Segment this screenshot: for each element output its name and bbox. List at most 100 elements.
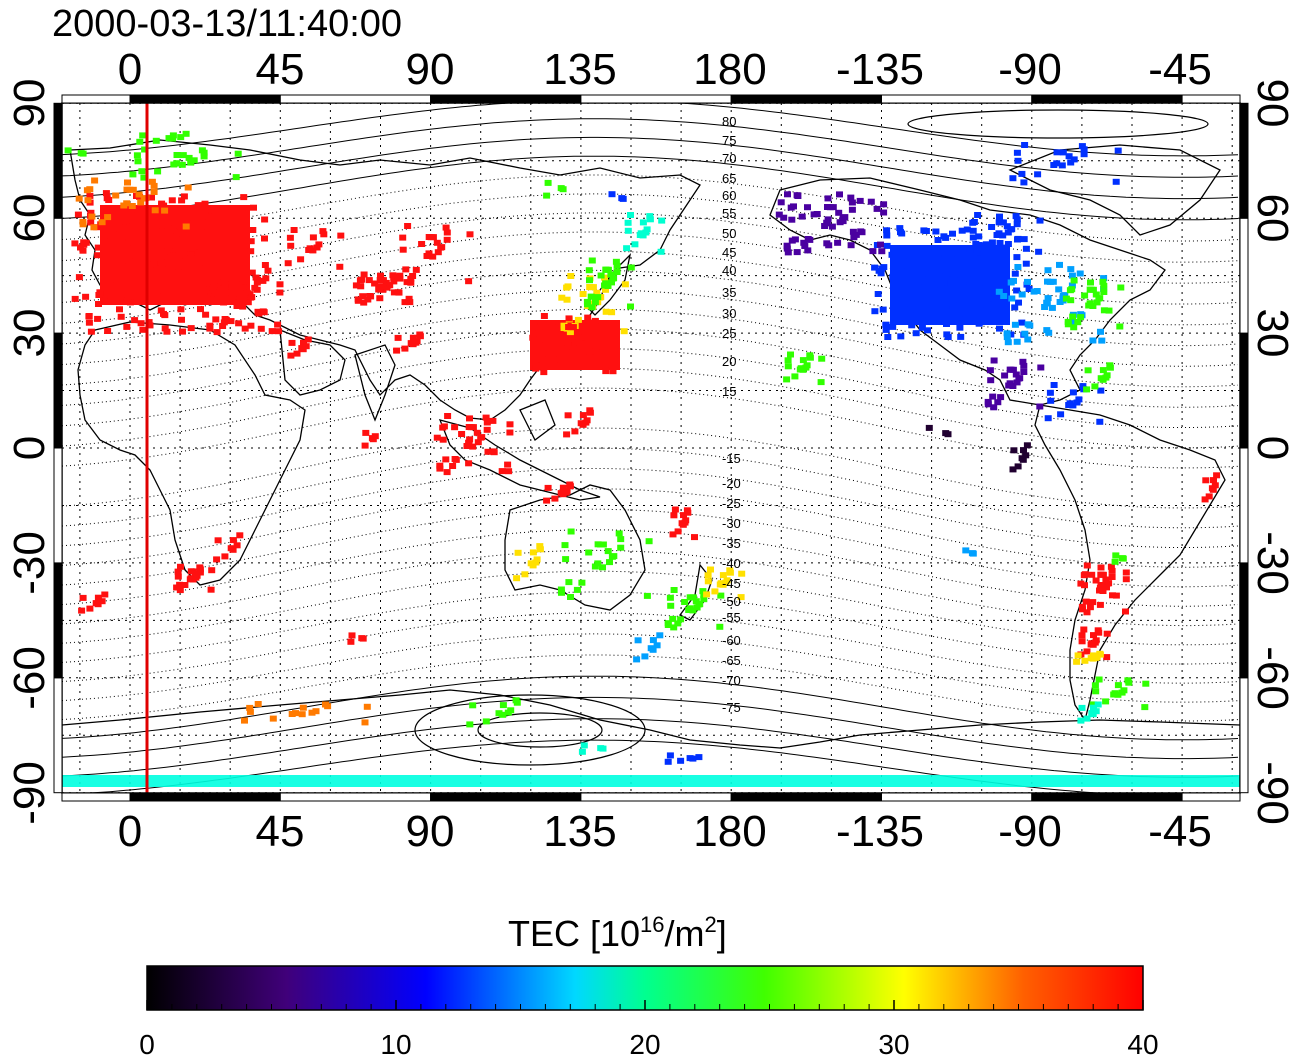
tec-cell	[934, 249, 942, 256]
contour-label: 60	[722, 188, 736, 203]
tec-cell	[1065, 402, 1073, 408]
frame-bar	[1181, 94, 1241, 104]
tec-cell	[1077, 717, 1085, 724]
tec-cell	[671, 506, 679, 513]
tec-cell	[71, 295, 79, 302]
tec-cell	[412, 339, 420, 346]
tec-cell	[513, 575, 521, 582]
tec-cell	[1068, 286, 1076, 293]
tec-cell	[994, 399, 1002, 406]
tec-cell	[574, 316, 582, 323]
tec-cell	[926, 263, 934, 270]
top-longitude-label: -90	[998, 45, 1062, 94]
tec-cell	[1001, 372, 1009, 379]
tec-cell	[1108, 574, 1116, 580]
tec-cell	[220, 299, 228, 306]
map-frame	[53, 94, 1249, 802]
tec-cell	[148, 178, 156, 185]
tec-cell	[594, 560, 602, 567]
tec-cell	[586, 348, 594, 355]
tec-cell	[1100, 307, 1108, 314]
tec-cell	[107, 232, 115, 239]
tec-cell	[140, 174, 148, 181]
tec-cell	[187, 568, 195, 575]
tec-cell	[1011, 270, 1019, 277]
tec-cell	[221, 316, 229, 322]
tec-cell	[288, 711, 296, 717]
contour-label: -65	[722, 653, 741, 668]
tec-cell	[240, 194, 248, 201]
tec-cell	[563, 431, 571, 438]
tec-cell	[140, 239, 148, 245]
tec-cell	[532, 365, 540, 372]
tec-cell	[186, 576, 194, 583]
tec-cell	[1093, 299, 1101, 306]
tec-cell	[658, 217, 666, 224]
tec-cell	[594, 294, 602, 301]
tec-cell	[784, 191, 791, 198]
tec-cell	[254, 308, 262, 315]
tec-cell	[160, 310, 167, 317]
frame-bar	[1239, 102, 1249, 219]
tec-cell	[602, 308, 610, 315]
tec-cell	[1087, 279, 1094, 286]
tec-cell	[177, 563, 184, 570]
tec-cell	[499, 711, 507, 718]
tec-cell	[176, 587, 184, 594]
tec-cell	[536, 543, 544, 550]
tec-cell	[633, 656, 641, 663]
tec-cell	[1086, 604, 1094, 611]
tec-cell	[563, 296, 571, 303]
tec-cell	[465, 278, 473, 285]
frame-bar	[430, 94, 582, 104]
tec-cell	[1044, 295, 1052, 302]
tec-cell	[174, 573, 182, 580]
tec-cell	[996, 325, 1003, 332]
contour-line	[414, 694, 646, 766]
tec-cell	[1013, 254, 1021, 261]
tec-cell	[1099, 278, 1107, 285]
tec-cell	[1108, 567, 1116, 574]
tec-cell	[152, 137, 160, 144]
tec-cell	[163, 328, 171, 335]
tec-cell	[937, 285, 945, 292]
tec-cell	[579, 334, 587, 341]
tec-cell	[183, 220, 191, 227]
tec-cell	[228, 209, 236, 216]
tec-cell	[181, 269, 189, 276]
left-latitude-label: -30	[5, 531, 54, 595]
tec-cell	[237, 284, 245, 291]
tec-cell	[579, 412, 587, 419]
tec-cell	[564, 412, 572, 419]
tec-cell	[666, 752, 674, 759]
tec-cell	[126, 186, 134, 193]
tec-cell	[897, 229, 904, 236]
tec-cell	[839, 218, 847, 225]
top-longitude-label: 135	[543, 45, 616, 94]
tec-cell	[407, 279, 415, 286]
tec-cell	[261, 216, 269, 223]
left-latitude-label: 0	[5, 436, 54, 460]
tec-cell	[990, 357, 998, 364]
tec-cell	[451, 456, 459, 462]
tec-cell	[1011, 321, 1019, 328]
tec-cell	[298, 345, 306, 352]
tec-cell	[221, 284, 229, 291]
tec-cell	[775, 211, 783, 218]
tec-cell	[136, 237, 144, 243]
contour-line	[62, 387, 1239, 469]
tec-cell	[98, 219, 106, 226]
tec-cell	[567, 273, 575, 279]
tec-cell	[236, 532, 244, 539]
tec-cell	[656, 632, 664, 639]
tec-cell	[287, 242, 295, 249]
tec-cell	[1048, 304, 1056, 311]
frame-bar	[730, 792, 883, 802]
tec-cell	[1002, 244, 1010, 251]
tec-cell	[438, 244, 446, 251]
tec-cell	[1003, 330, 1011, 337]
tec-cell	[201, 200, 209, 207]
tec-cell	[566, 483, 574, 490]
tec-cell	[693, 604, 701, 611]
frame-bar	[61, 94, 131, 104]
